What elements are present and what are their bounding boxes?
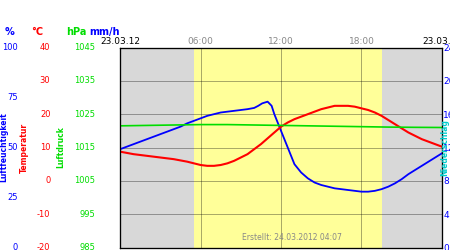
Text: -20: -20 <box>37 243 50 250</box>
Text: 0: 0 <box>45 176 50 185</box>
Text: 1015: 1015 <box>74 143 95 152</box>
Text: 20: 20 <box>40 110 50 119</box>
Text: 75: 75 <box>7 93 18 102</box>
Text: 10: 10 <box>40 143 50 152</box>
Bar <box>194 48 382 248</box>
Text: Erstellt: 24.03.2012 04:07: Erstellt: 24.03.2012 04:07 <box>243 232 342 241</box>
Text: Temperatur: Temperatur <box>20 122 29 172</box>
Text: 0: 0 <box>13 243 18 250</box>
Text: 1045: 1045 <box>74 43 95 52</box>
Text: 30: 30 <box>40 76 50 85</box>
Text: hPa: hPa <box>66 28 87 38</box>
Text: 40: 40 <box>40 43 50 52</box>
Text: Niederschlag: Niederschlag <box>440 119 449 176</box>
Text: 995: 995 <box>80 210 95 219</box>
Text: Luftdruck: Luftdruck <box>56 126 65 168</box>
Text: %: % <box>5 28 15 38</box>
Text: °C: °C <box>31 28 43 38</box>
Text: 100: 100 <box>2 43 18 52</box>
Text: -10: -10 <box>37 210 50 219</box>
Text: 50: 50 <box>8 143 18 152</box>
Text: 1025: 1025 <box>74 110 95 119</box>
Text: 985: 985 <box>80 243 95 250</box>
Text: Luftfeuchtigkeit: Luftfeuchtigkeit <box>0 112 8 182</box>
Text: 25: 25 <box>8 193 18 202</box>
Text: mm/h: mm/h <box>90 28 120 38</box>
Text: 1035: 1035 <box>74 76 95 85</box>
Text: 1005: 1005 <box>74 176 95 185</box>
